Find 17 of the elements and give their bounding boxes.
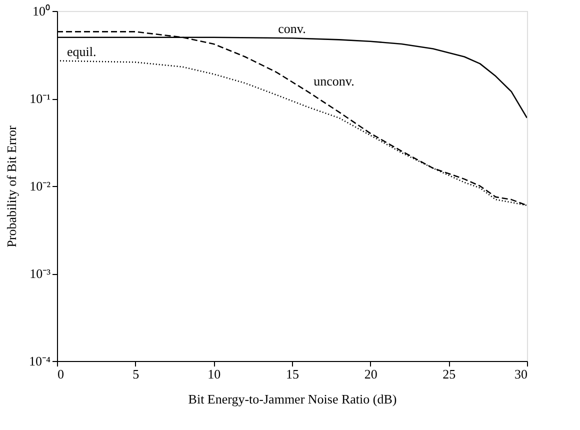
x-tick-label: 25 — [442, 366, 456, 382]
y-tick-label: 10⁻¹ — [30, 91, 51, 106]
x-axis-title: Bit Energy-to-Jammer Noise Ratio (dB) — [188, 392, 397, 406]
series-label: equil. — [67, 44, 96, 59]
x-tick-label: 30 — [514, 366, 528, 382]
x-tick-label: 0 — [58, 366, 64, 382]
x-tick-label: 10 — [208, 366, 221, 382]
y-tick-label: 10⁻³ — [30, 266, 51, 281]
y-tick-label: 10⁻⁴ — [28, 354, 51, 368]
y-axis-title: Probability of Bit Error — [4, 124, 19, 248]
x-tick-label: 20 — [364, 366, 378, 382]
y-tick-label: 10⁻² — [30, 178, 51, 194]
y-tick-label: 10⁰ — [32, 4, 50, 18]
series-label: conv. — [278, 21, 306, 36]
series-label: unconv. — [314, 74, 354, 89]
x-tick-label: 5 — [132, 366, 140, 382]
x-tick-label: 15 — [286, 366, 299, 382]
